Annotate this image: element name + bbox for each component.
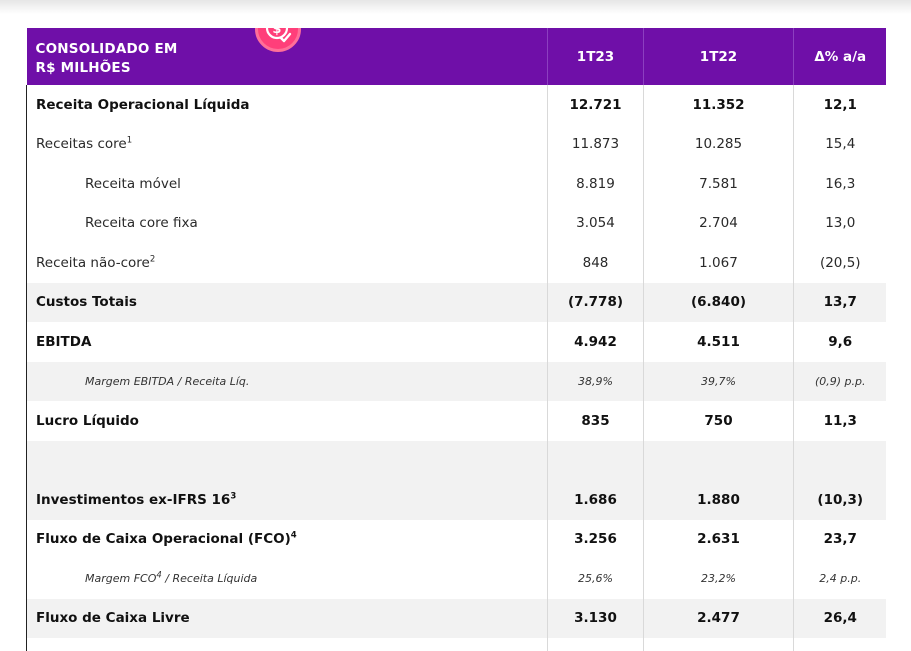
cell-delta: 9,6 bbox=[793, 322, 886, 362]
table-row: Investimentos ex-IFRS 163 1.686 1.880 (1… bbox=[26, 480, 886, 520]
table-row: Custos Totais (7.778) (6.840) 13,7 bbox=[26, 282, 886, 322]
cell-delta: 16,3 bbox=[793, 164, 886, 204]
row-label: Margem EBITDA / Receita Líq. bbox=[26, 361, 548, 401]
cell-1t23: 12.721 bbox=[547, 85, 644, 125]
row-label: Receitas core1 bbox=[26, 124, 548, 164]
corner-line-1: CONSOLIDADO EM bbox=[35, 40, 178, 57]
cell-1t22: 23,2% bbox=[643, 559, 794, 599]
row-label-text: Receitas core bbox=[36, 136, 127, 153]
footnote-marker: 4 bbox=[156, 570, 162, 581]
footnote-marker: 3 bbox=[230, 491, 237, 502]
cell-1t22: 10.285 bbox=[643, 124, 794, 164]
cell-1t23: 1.686 bbox=[547, 480, 644, 520]
row-label: Fluxo de Caixa Operacional (FCO)4 bbox=[26, 519, 548, 559]
cell-delta: (20,5) bbox=[793, 243, 886, 283]
footnote-marker: 4 bbox=[290, 530, 297, 541]
cell-1t22: 1.880 bbox=[643, 480, 794, 520]
table-row: Lucro Líquido 835 750 11,3 bbox=[26, 401, 886, 441]
row-label-text: Investimentos ex-IFRS 16 bbox=[36, 491, 231, 508]
table-row: Receitas core1 11.873 10.285 15,4 bbox=[26, 124, 886, 164]
header-delta: Δ% a/a bbox=[793, 28, 886, 85]
financial-table: CONSOLIDADO EM R$ MILHÕES $ 1T23 1T22 Δ%… bbox=[26, 28, 886, 651]
svg-text:$: $ bbox=[272, 28, 281, 37]
row-label: Fluxo de Caixa Livre bbox=[26, 598, 548, 638]
cell-1t22: 1.067 bbox=[643, 243, 794, 283]
row-label: Margem FCO4 / Receita Líquida bbox=[26, 559, 548, 599]
footnote-marker: 1 bbox=[126, 135, 133, 146]
cell-delta: 12,1 bbox=[793, 85, 886, 125]
cell-delta: 13,0 bbox=[793, 203, 886, 243]
cell-1t22: 750 bbox=[643, 401, 794, 441]
cell-1t22: 2.631 bbox=[643, 519, 794, 559]
row-label-text: Margem FCO bbox=[85, 572, 157, 586]
spacer-row bbox=[26, 440, 886, 480]
financial-table-container: CONSOLIDADO EM R$ MILHÕES $ 1T23 1T22 Δ%… bbox=[26, 28, 886, 651]
table-row: Fluxo de Caixa Livre 3.130 2.477 26,4 bbox=[26, 598, 886, 638]
cell-delta: (10,3) bbox=[793, 480, 886, 520]
cell-1t23: 3.256 bbox=[547, 519, 644, 559]
header-corner: CONSOLIDADO EM R$ MILHÕES $ bbox=[27, 28, 548, 85]
cell-delta: 11,3 bbox=[793, 401, 886, 441]
header-1t23: 1T23 bbox=[547, 28, 644, 85]
cell-delta: 26,4 bbox=[793, 598, 886, 638]
cell-1t22: 11.352 bbox=[643, 85, 794, 125]
cell-1t22: 39,7% bbox=[643, 361, 794, 401]
cell-1t22: (6.840) bbox=[643, 282, 794, 322]
cell-1t22: 2.704 bbox=[643, 203, 794, 243]
row-label-text: Receita não-core bbox=[36, 254, 150, 271]
cell-delta: 15,4 bbox=[793, 124, 886, 164]
row-label: Lucro Líquido bbox=[26, 401, 548, 441]
cell-1t22: 4.511 bbox=[643, 322, 794, 362]
footnote-marker: 2 bbox=[149, 254, 156, 265]
cell-1t23: 3.130 bbox=[547, 598, 644, 638]
cell-1t23: 4.942 bbox=[547, 322, 644, 362]
cell-1t22: 7.581 bbox=[643, 164, 794, 204]
row-label: Receita não-core2 bbox=[26, 243, 548, 283]
row-label: Custos Totais bbox=[26, 282, 548, 322]
table-row: Receita core fixa 3.054 2.704 13,0 bbox=[26, 203, 886, 243]
table-row: Receita não-core2 848 1.067 (20,5) bbox=[26, 243, 886, 283]
table-row: Fluxo de Caixa Operacional (FCO)4 3.256 … bbox=[26, 519, 886, 559]
table-row: Margem FCO4 / Receita Líquida 25,6% 23,2… bbox=[26, 559, 886, 599]
cell-1t23: 38,9% bbox=[547, 361, 644, 401]
cell-1t23: 8.819 bbox=[547, 164, 644, 204]
cell-1t23: 11.873 bbox=[547, 124, 644, 164]
cell-1t23: 25,6% bbox=[547, 559, 644, 599]
table-row: EBITDA 4.942 4.511 9,6 bbox=[26, 322, 886, 362]
row-label-suffix: / Receita Líquida bbox=[161, 572, 258, 586]
row-label: EBITDA bbox=[26, 322, 548, 362]
table-row: Receita móvel 8.819 7.581 16,3 bbox=[26, 164, 886, 204]
row-label-text: Fluxo de Caixa Operacional (FCO) bbox=[36, 531, 291, 548]
cell-1t23: 835 bbox=[547, 401, 644, 441]
table-row: Margem EBITDA / Receita Líq. 38,9% 39,7%… bbox=[26, 361, 886, 401]
row-label: Receita Operacional Líquida bbox=[26, 85, 548, 125]
top-shadow-bar bbox=[0, 0, 911, 14]
cell-1t23: (7.778) bbox=[547, 282, 644, 322]
header-1t22: 1T22 bbox=[643, 28, 794, 85]
cell-1t23: 848 bbox=[547, 243, 644, 283]
cell-delta: 23,7 bbox=[793, 519, 886, 559]
cell-delta: (0,9) p.p. bbox=[793, 361, 886, 401]
row-label: Receita core fixa bbox=[26, 203, 548, 243]
cell-delta: 13,7 bbox=[793, 282, 886, 322]
table-header-row: CONSOLIDADO EM R$ MILHÕES $ 1T23 1T22 Δ%… bbox=[26, 28, 886, 85]
corner-line-2: R$ MILHÕES bbox=[35, 59, 131, 76]
cell-1t23: 3.054 bbox=[547, 203, 644, 243]
row-label: Investimentos ex-IFRS 163 bbox=[26, 480, 548, 520]
table-row: Receita Operacional Líquida 12.721 11.35… bbox=[26, 85, 886, 125]
spacer-row bbox=[26, 638, 886, 651]
row-label: Receita móvel bbox=[26, 164, 548, 204]
cell-delta: 2,4 p.p. bbox=[793, 559, 886, 599]
cell-1t22: 2.477 bbox=[643, 598, 794, 638]
